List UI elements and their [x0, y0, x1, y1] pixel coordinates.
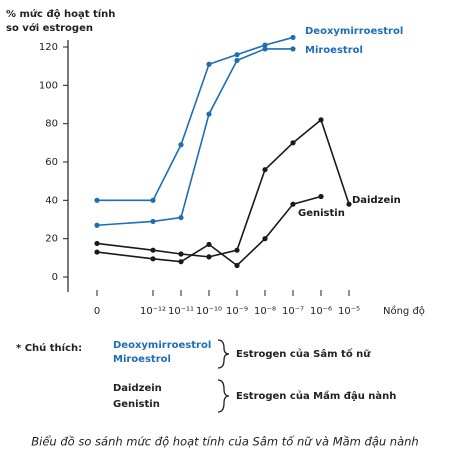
data-point — [346, 201, 352, 207]
data-point — [150, 197, 156, 203]
data-point — [262, 42, 268, 48]
series-label: Miroestrol — [305, 45, 363, 56]
group-label: Estrogen của Mầm đậu nành — [236, 390, 396, 402]
data-point — [262, 167, 268, 173]
data-point — [178, 259, 184, 265]
series-line — [96, 48, 293, 227]
y-tick-label: 40 — [45, 195, 58, 206]
y-tick-label: 60 — [45, 157, 58, 168]
legend-label: Miroestrol — [113, 354, 171, 365]
y-axis-label: so với estrogen — [6, 22, 93, 34]
x-tick-label: 0 — [94, 306, 100, 317]
data-point — [150, 247, 156, 253]
data-point — [206, 111, 212, 117]
data-point — [206, 254, 212, 260]
series-line — [96, 118, 350, 258]
x-axis-label: Nồng độ — [383, 305, 425, 317]
x-tick-label: 10⁻¹⁰ — [196, 306, 222, 317]
x-tick-label: 10⁻¹² — [140, 306, 166, 317]
data-point — [234, 57, 240, 64]
data-point — [178, 142, 184, 148]
data-point — [318, 193, 324, 200]
brace — [217, 379, 230, 413]
x-tick-label: 10⁻⁷ — [282, 306, 304, 317]
series-line — [96, 195, 322, 267]
group-label: Estrogen của Sâm tố nữ — [236, 347, 371, 360]
data-point — [290, 201, 296, 207]
data-point — [234, 52, 240, 58]
caption: Biểu đồ so sánh mức độ hoạt tính của Sâm… — [31, 435, 418, 449]
series-label: Daidzein — [352, 195, 401, 206]
data-point — [318, 117, 324, 123]
y-axis-label: % mức độ hoạt tính — [6, 8, 115, 20]
notes-title: * Chú thích: — [16, 342, 82, 354]
data-point — [178, 214, 184, 221]
data-point — [262, 46, 268, 52]
series-label: Genistin — [298, 208, 345, 219]
data-point — [94, 222, 100, 228]
series-label: Deoxymirroestrol — [305, 26, 403, 37]
y-tick-label: 100 — [39, 80, 58, 91]
data-point — [290, 140, 296, 146]
data-point — [94, 197, 100, 203]
legend-label: Daidzein — [113, 383, 162, 394]
brace — [217, 339, 230, 369]
data-point — [206, 61, 212, 67]
data-point — [94, 249, 100, 255]
data-point — [234, 262, 240, 269]
data-point — [206, 241, 212, 248]
data-point — [150, 256, 156, 262]
x-tick-label: 10⁻⁶ — [310, 306, 332, 317]
data-point — [234, 247, 240, 253]
x-tick-label: 10⁻¹¹ — [168, 306, 194, 317]
data-point — [150, 218, 156, 225]
y-tick-label: 80 — [45, 119, 58, 130]
y-tick-label: 120 — [39, 42, 58, 53]
data-point — [178, 251, 184, 257]
x-tick-label: 10⁻⁸ — [254, 306, 276, 317]
data-point — [262, 236, 268, 242]
x-tick-label: 10⁻⁵ — [338, 306, 360, 317]
y-tick-label: 0 — [52, 272, 58, 283]
data-point — [290, 34, 296, 41]
legend-label: Genistin — [113, 399, 160, 410]
x-tick-label: 10⁻⁹ — [226, 306, 248, 317]
legend-label: Deoxymirroestrol — [113, 340, 211, 351]
y-tick-label: 20 — [45, 234, 58, 245]
data-point — [290, 46, 296, 52]
data-point — [94, 240, 100, 247]
